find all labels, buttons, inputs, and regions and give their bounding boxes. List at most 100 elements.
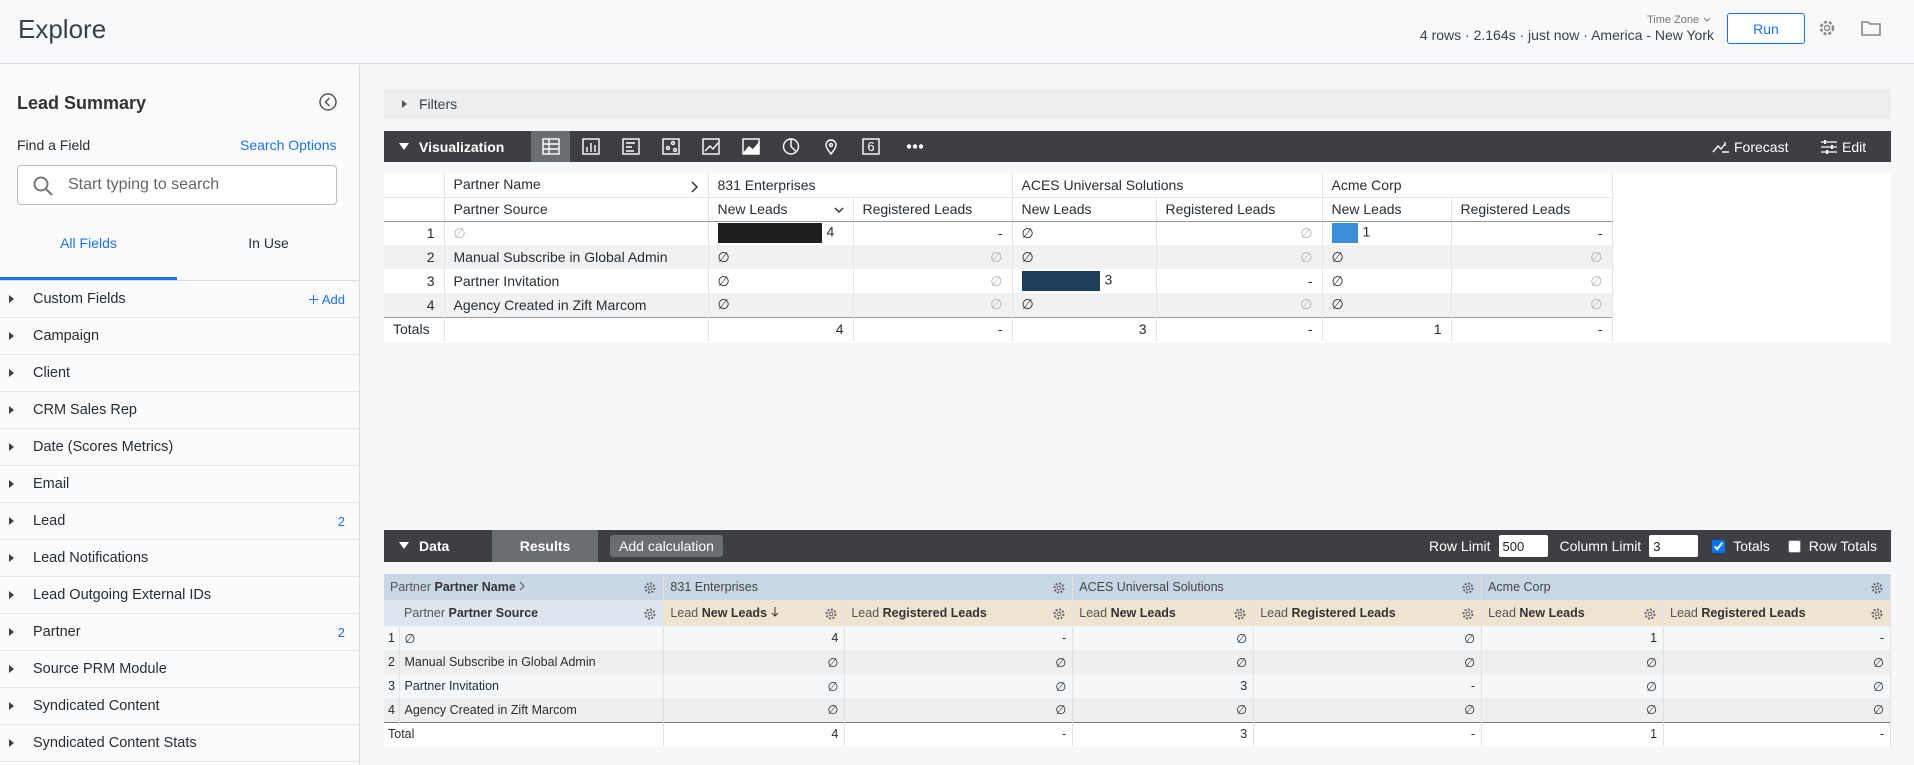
total-value: -	[1663, 721, 1891, 746]
measure-header-row: Partner Partner Source Lead New Leads Lead…	[384, 600, 1891, 626]
field-row[interactable]: Lead Outgoing External IDs	[0, 577, 359, 614]
field-row[interactable]: Lead 2	[0, 503, 359, 540]
expand-arrow	[9, 369, 14, 377]
forecast-button[interactable]: Forecast	[1734, 139, 1789, 155]
pivot-header-row: Partner Name 831 Enterprises ACES Universa…	[384, 173, 1613, 198]
bar	[1331, 223, 1358, 244]
page-title: Explore	[18, 14, 107, 44]
data-tab[interactable]: Data	[419, 538, 450, 554]
cell-value: -	[1253, 674, 1483, 698]
explore-title: Lead Summary	[17, 93, 147, 113]
cell: -	[1156, 269, 1323, 293]
search-options[interactable]: Search Options	[240, 137, 337, 153]
total-value: 3	[1072, 721, 1255, 746]
settings-icon[interactable]	[1816, 17, 1838, 39]
measure-header[interactable]: New Leads	[1322, 197, 1452, 222]
folder-icon[interactable]	[1860, 18, 1882, 38]
field-row[interactable]: Partner 2	[0, 614, 359, 651]
search-placeholder: Start typing to search	[68, 176, 220, 193]
field-row[interactable]: Campaign	[0, 318, 359, 355]
cell-value: ∅	[1481, 650, 1665, 674]
totals-checkbox[interactable]	[1712, 539, 1726, 553]
field-count: 2	[337, 624, 345, 640]
tab-all-fields[interactable]: All Fields	[60, 235, 117, 251]
run-button[interactable]: Run	[1727, 13, 1805, 44]
cell-value: -	[1307, 273, 1313, 289]
expand-arrow	[9, 295, 14, 303]
measure-header[interactable]: Registered Leads	[1156, 197, 1323, 222]
edit-button[interactable]: Edit	[1842, 139, 1867, 155]
field-row[interactable]: Syndicated Content Stats	[0, 725, 359, 762]
column-limit-input[interactable]: 3	[1649, 535, 1699, 557]
pivot-header[interactable]: Partner Partner Name	[384, 574, 665, 600]
measure-header[interactable]: Lead Registered Leads	[1253, 600, 1483, 626]
pivot-value[interactable]: ACES Universal Solutions	[1072, 574, 1483, 600]
measure-header[interactable]: New Leads	[708, 197, 854, 222]
results-tab[interactable]: Results	[492, 530, 598, 562]
measure-header[interactable]: New Leads	[1012, 197, 1157, 222]
cell: ∅	[1451, 293, 1613, 317]
cell-value: ∅	[1481, 674, 1665, 698]
row-totals-checkbox[interactable]	[1787, 539, 1801, 553]
field-name: New Leads	[1519, 605, 1585, 620]
cell-value: ∅	[663, 698, 846, 722]
pivot-value: ACES Universal Solutions	[1012, 173, 1323, 198]
cell: ∅	[1322, 293, 1452, 317]
measure-header[interactable]: Lead New Leads	[1481, 600, 1665, 626]
pivot-value[interactable]: 831 Enterprises	[663, 574, 1074, 600]
field-row[interactable]: Client	[0, 355, 359, 392]
cell-value: ∅	[1331, 272, 1344, 289]
cell: ∅	[708, 269, 854, 293]
measure-header[interactable]: Registered Leads	[1451, 197, 1613, 222]
measure-header[interactable]: Lead Registered Leads	[1663, 600, 1891, 626]
data-row: 3 Partner Invitation ∅ ∅ 3- ∅ ∅	[384, 674, 1891, 698]
field-row[interactable]: Lead Notifications	[0, 540, 359, 577]
bar-value: 1	[1362, 223, 1371, 240]
total-value: -	[853, 316, 1013, 341]
row-header[interactable]: Partner Partner Source	[384, 600, 665, 626]
collapse-icon[interactable]	[318, 92, 338, 112]
total-value: -	[1451, 316, 1613, 341]
field-row[interactable]: CRM Sales Rep	[0, 392, 359, 429]
pivot-value: Acme Corp	[1322, 173, 1613, 198]
viz-type-icons[interactable]	[531, 131, 931, 162]
cell-value: ∅	[1072, 698, 1255, 722]
measure-header[interactable]: Lead New Leads	[663, 600, 846, 626]
field-row[interactable]: Syndicated Content	[0, 688, 359, 725]
measure-header[interactable]: Lead New Leads	[1072, 600, 1255, 626]
field-row[interactable]: Email	[0, 466, 359, 503]
tab-in-use[interactable]: In Use	[248, 235, 289, 251]
measure-header[interactable]: Registered Leads	[853, 197, 1013, 222]
add-label: Add	[321, 291, 345, 307]
cell-value: ∅	[1663, 698, 1891, 722]
row-index: 4	[384, 698, 401, 722]
row-limit-input[interactable]: 500	[1498, 535, 1548, 557]
search-box[interactable]: Start typing to search	[17, 165, 337, 205]
cell-value: ∅	[717, 272, 730, 289]
cell: ∅	[1012, 221, 1157, 245]
measure-header[interactable]: Lead Registered Leads	[844, 600, 1074, 626]
field-row[interactable]: Source PRM Module	[0, 651, 359, 688]
cell-value: ∅	[990, 272, 1003, 289]
field-count: 2	[337, 513, 345, 529]
pivot-value[interactable]: Acme Corp	[1481, 574, 1891, 600]
data-row: 1 ∅ 4- ∅ ∅ 1-	[384, 221, 1613, 245]
time-zone[interactable]: Time Zone	[1647, 14, 1711, 26]
field-row[interactable]: Custom Fields Add	[0, 281, 359, 318]
add-calculation-button[interactable]: Add calculation	[610, 535, 723, 557]
total-value: 1	[1322, 316, 1452, 341]
total-value: -	[1253, 721, 1483, 746]
field-name: Lead	[33, 513, 66, 529]
cell: ∅	[708, 245, 854, 269]
field-row[interactable]: Date (Scores Metrics)	[0, 429, 359, 466]
add-link[interactable]: Add	[308, 291, 345, 307]
cell-value: 1	[1481, 626, 1665, 650]
filters-bar[interactable]: Filters	[384, 89, 1891, 119]
cell-value: ∅	[1590, 272, 1603, 289]
cell-value: ∅	[663, 650, 846, 674]
row-totals-label: Row Totals	[1808, 538, 1877, 554]
cell: ∅	[1012, 293, 1157, 317]
data-row: 1 ∅ 4- ∅ ∅ 1-	[384, 626, 1891, 650]
measure-name: New Leads	[1021, 201, 1092, 217]
